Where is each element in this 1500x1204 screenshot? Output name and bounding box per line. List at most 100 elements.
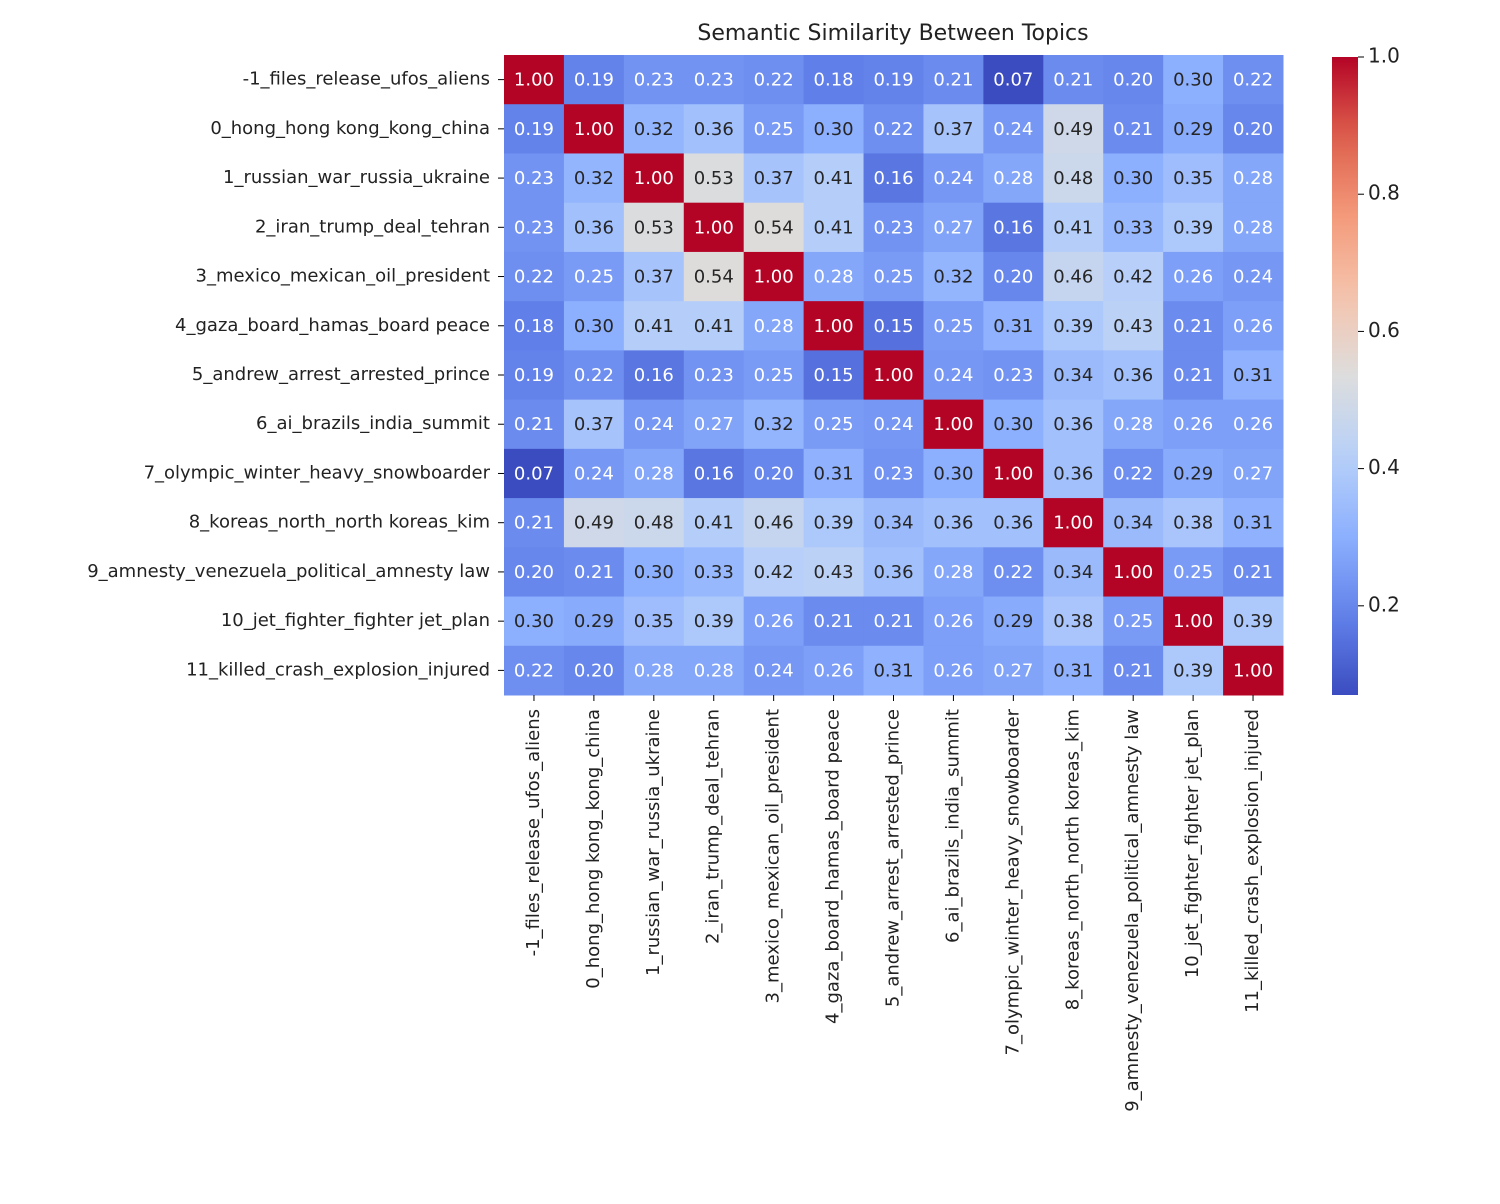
heatmap-cell (1223, 498, 1284, 548)
cell-label: 1.00 (634, 168, 674, 189)
cell-label: 0.25 (814, 414, 854, 435)
cell-label: 0.38 (1053, 611, 1093, 632)
y-tick-label: 9_amnesty_venezuela_political_amnesty la… (87, 561, 490, 582)
cell-label: 0.15 (873, 316, 913, 337)
heatmap-cell (803, 350, 865, 401)
heatmap-cell (623, 202, 685, 253)
heatmap-cell (683, 104, 745, 154)
heatmap-cell (863, 547, 924, 598)
cell-label: 0.36 (933, 513, 973, 534)
cell-label: 1.00 (993, 463, 1033, 484)
heatmap-cell (1163, 399, 1224, 450)
heatmap-cell (923, 547, 984, 598)
heatmap-cell (923, 448, 984, 499)
heatmap-cell (1223, 399, 1284, 450)
x-tick-label: 4_gaza_board_hamas_board peace (823, 709, 844, 1024)
heatmap-cell (563, 547, 625, 598)
cell-label: 0.21 (514, 414, 554, 435)
cell-label: 0.23 (514, 217, 554, 238)
heatmap-cell (743, 104, 805, 154)
heatmap-cell (863, 448, 924, 499)
heatmap-cell (563, 301, 625, 351)
heatmap-cell (1223, 251, 1284, 302)
cell-label: 0.36 (574, 217, 614, 238)
cell-label: 0.27 (993, 660, 1033, 681)
cell-label: 0.24 (1233, 267, 1273, 288)
cell-label: 1.00 (574, 119, 614, 140)
cell-label: 0.43 (814, 562, 854, 583)
cell-label: 0.15 (814, 365, 854, 386)
cell-label: 0.21 (574, 562, 614, 583)
cell-label: 0.54 (754, 217, 794, 238)
heatmap-cell (803, 547, 865, 598)
x-tick-label: 9_amnesty_venezuela_political_amnesty la… (1122, 709, 1143, 1112)
cell-label: 0.22 (514, 660, 554, 681)
heatmap-cell (1103, 202, 1164, 253)
cell-label: 0.21 (814, 611, 854, 632)
cell-label: 0.20 (514, 562, 554, 583)
heatmap-cell (683, 547, 745, 598)
heatmap-cell (983, 498, 1044, 548)
heatmap-cell (683, 301, 745, 351)
cell-label: 0.37 (933, 119, 973, 140)
heatmap-cell (623, 153, 685, 204)
cell-label: 0.46 (1053, 267, 1093, 288)
heatmap-cell (623, 399, 685, 450)
heatmap-cell (743, 498, 805, 548)
heatmap-cell (863, 645, 924, 696)
cell-label: 0.31 (1233, 365, 1273, 386)
cell-label: 0.25 (574, 267, 614, 288)
cell-label: 0.24 (574, 463, 614, 484)
cell-label: 0.19 (514, 365, 554, 386)
cell-label: 0.42 (754, 562, 794, 583)
cell-label: 0.24 (993, 119, 1033, 140)
cell-label: 0.41 (1053, 217, 1093, 238)
heatmap-cell (504, 399, 565, 450)
heatmap-cell (623, 350, 685, 401)
cell-label: 0.37 (574, 414, 614, 435)
heatmap-cell (1163, 350, 1224, 401)
cell-label: 0.32 (574, 168, 614, 189)
heatmap-cell (1103, 55, 1164, 105)
cell-label: 0.25 (1113, 611, 1153, 632)
colorbar-tick-label: 0.6 (1368, 318, 1400, 342)
x-tick-label: 0_hong_hong kong_kong_china (583, 709, 604, 989)
cell-label: 0.16 (634, 365, 674, 386)
heatmap-cell (1223, 301, 1284, 351)
heatmap-cell (504, 301, 565, 351)
cell-label: 0.39 (1233, 611, 1273, 632)
heatmap-cell (923, 350, 984, 401)
y-tick-label: 5_andrew_arrest_arrested_prince (192, 364, 490, 385)
heatmap-cell (923, 251, 984, 302)
heatmap-cell (623, 645, 685, 696)
heatmap-cell (743, 153, 805, 204)
cell-label: 0.41 (694, 513, 734, 534)
heatmap-cell (1223, 104, 1284, 154)
heatmap-cell (1103, 251, 1164, 302)
heatmap-cell (863, 301, 924, 351)
cell-label: 0.31 (993, 316, 1033, 337)
cell-label: 0.23 (993, 365, 1033, 386)
cell-label: 0.28 (754, 316, 794, 337)
heatmap-cell (1043, 645, 1104, 696)
cell-label: 0.20 (574, 660, 614, 681)
cell-label: 0.25 (933, 316, 973, 337)
cell-label: 0.22 (873, 119, 913, 140)
heatmap-cell (803, 301, 865, 351)
heatmap-cell (863, 350, 924, 401)
cell-label: 0.28 (694, 660, 734, 681)
cell-label: 0.30 (1113, 168, 1153, 189)
heatmap-cell (1043, 153, 1104, 204)
cell-label: 0.23 (873, 217, 913, 238)
heatmap-cell (563, 251, 625, 302)
cell-label: 0.29 (1173, 463, 1213, 484)
cell-label: 0.21 (1173, 365, 1213, 386)
cell-label: 0.18 (514, 316, 554, 337)
x-tick-label: -1_files_release_ufos_aliens (523, 709, 544, 956)
y-tick-label: 11_killed_crash_explosion_injured (186, 659, 490, 680)
cell-label: 0.28 (634, 660, 674, 681)
heatmap-cell (983, 547, 1044, 598)
cell-label: 0.36 (694, 119, 734, 140)
heatmap-cell (743, 55, 805, 105)
heatmap-cell (563, 448, 625, 499)
